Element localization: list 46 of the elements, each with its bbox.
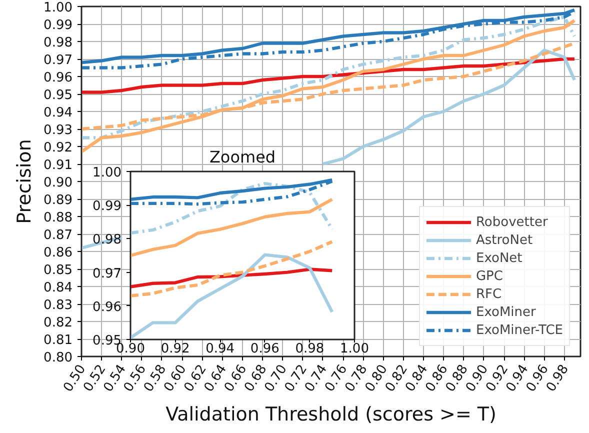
y-tick-label: 0.88 xyxy=(44,210,73,226)
x-tick-label: 0.92 xyxy=(160,342,190,356)
legend-label: GPC xyxy=(476,268,503,285)
x-tick-label: 0.96 xyxy=(250,342,280,356)
y-tick-label: 0.98 xyxy=(92,232,122,248)
y-tick-label: 0.92 xyxy=(44,140,73,156)
line-series xyxy=(130,253,334,340)
y-tick-label: 0.90 xyxy=(44,176,73,190)
y-tick-label: 0.91 xyxy=(44,158,73,173)
y-tick-label: 0.99 xyxy=(44,18,73,33)
y-tick-label: 0.98 xyxy=(44,36,73,50)
y-tick-label: 0.96 xyxy=(92,300,122,315)
y-tick-label: 1.00 xyxy=(92,166,122,180)
y-tick-label: 0.89 xyxy=(44,193,73,208)
y-tick-label: 1.00 xyxy=(44,0,73,16)
line-series xyxy=(130,182,334,235)
line-series xyxy=(82,57,576,94)
legend-label: Robovetter xyxy=(476,214,548,231)
x-tick-label: 0.98 xyxy=(295,342,324,356)
line-series xyxy=(130,240,334,298)
legend-label: AstroNet xyxy=(476,232,533,249)
y-tick-label: 0.96 xyxy=(44,70,73,86)
y-tick-label: 0.99 xyxy=(92,199,122,214)
line-series xyxy=(130,198,334,258)
y-tick-label: 0.94 xyxy=(44,106,73,120)
y-tick-label: 0.93 xyxy=(44,123,73,138)
legend-label: ExoNet xyxy=(476,250,522,267)
y-tick-label: 0.81 xyxy=(44,333,73,348)
legend-label: ExoMiner xyxy=(476,304,536,321)
y-tick-label: 0.85 xyxy=(44,263,73,278)
chart-title: Zoomed xyxy=(209,148,276,166)
y-tick-label: 0.84 xyxy=(44,280,73,296)
legend-label: ExoMiner-TCE xyxy=(476,322,563,339)
line-series xyxy=(130,268,334,288)
y-tick-label: 0.95 xyxy=(44,88,73,103)
x-tick-label: 1.00 xyxy=(340,342,369,356)
y-tick-label: 0.86 xyxy=(44,246,73,260)
y-tick-label: 0.87 xyxy=(44,228,73,243)
y-tick-label: 0.82 xyxy=(44,316,73,330)
y-tick-label: 0.97 xyxy=(92,266,122,282)
x-axis-title: Validation Threshold (scores >= T) xyxy=(166,403,496,426)
x-tick-label: 0.94 xyxy=(206,342,235,356)
y-tick-label: 0.83 xyxy=(44,298,73,313)
y-axis-title: Precision xyxy=(14,139,36,224)
legend-label: RFC xyxy=(476,286,502,303)
y-tick-label: 0.97 xyxy=(44,53,73,68)
